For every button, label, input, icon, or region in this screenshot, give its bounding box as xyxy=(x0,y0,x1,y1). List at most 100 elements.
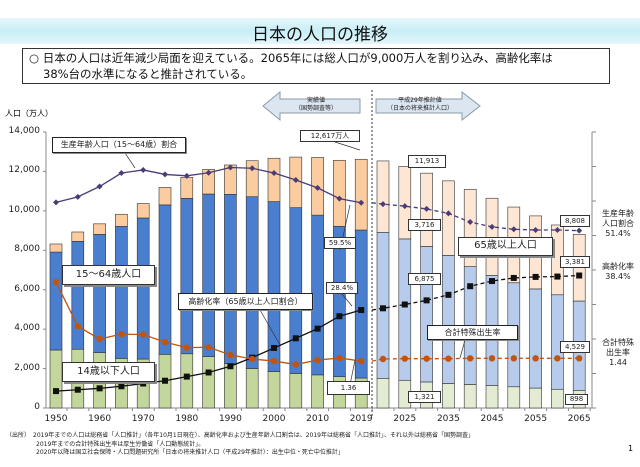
leader-line xyxy=(259,309,281,346)
marker-square-2019 xyxy=(358,307,365,314)
page-title: 日本の人口の推移 xyxy=(252,25,388,45)
y-tick-label: 10,000 xyxy=(8,204,41,215)
page-number: 1 xyxy=(628,444,634,453)
projection-sub-label: （日本の将来推計人口） xyxy=(386,105,453,112)
bar-old-2025 xyxy=(398,166,412,240)
marker-circle-2055 xyxy=(532,355,539,362)
x-tick-label: 1980 xyxy=(175,414,199,424)
projection-label: 平成29年推計値 xyxy=(398,97,442,104)
marker-square-1970 xyxy=(140,380,147,387)
marker-diamond-2050 xyxy=(510,226,517,233)
bar-working-1950 xyxy=(49,251,63,351)
x-tick-label: 2010 xyxy=(306,414,330,424)
marker-circle-1995 xyxy=(249,355,256,363)
marker-square-2055 xyxy=(532,273,539,280)
marker-diamond-1990 xyxy=(227,164,234,171)
marker-circle-2000 xyxy=(270,357,278,365)
working-ratio-2019: 59.5% xyxy=(324,237,356,249)
marker-diamond-2005 xyxy=(292,176,299,183)
footnote-line-3: 2020年以降は国立社会保障・人口問題研究所「日本の将来推計人口（平成29年推計… xyxy=(36,449,344,456)
footnote: （出所） 2019年までの人口は総務省「人口推計」（各年10月1日現在）、高齢化… xyxy=(6,432,474,458)
marker-diamond-2019 xyxy=(358,199,365,206)
marker-square-1955 xyxy=(74,386,81,393)
marker-circle-2030 xyxy=(423,355,430,362)
bar-working-1965 xyxy=(115,226,128,359)
bar-working-2019 xyxy=(354,229,368,379)
marker-diamond-2000 xyxy=(271,170,277,177)
bar-working-2010 xyxy=(311,214,324,376)
x-tick-label: 1970 xyxy=(131,414,155,424)
label-aging-rate: 高齢化率（65歳以上人口割合） xyxy=(178,293,313,310)
y-tick-label: 8,000 xyxy=(14,244,40,255)
bullet: ○ xyxy=(29,51,40,65)
marker-circle-2035 xyxy=(445,355,452,362)
label-old-pop: 65歳以上人口 xyxy=(458,237,553,256)
x-tick-label: 1950 xyxy=(44,414,68,424)
marker-diamond-2020 xyxy=(380,201,386,208)
bar-old-1965 xyxy=(115,213,128,227)
marker-circle-1980 xyxy=(183,344,190,351)
marker-square-2015 xyxy=(336,313,343,320)
marker-circle-2025 xyxy=(401,355,408,362)
marker-circle-2045 xyxy=(488,355,496,362)
marker-circle-1955 xyxy=(74,323,82,330)
bar-old-1980 xyxy=(180,177,194,199)
bar-old-2035 xyxy=(442,180,455,256)
x-tick-label: 2019 xyxy=(349,414,373,424)
marker-circle-2020 xyxy=(379,355,387,363)
title-bar: 日本の人口の推移 xyxy=(0,18,640,45)
working-2030: 6,875 xyxy=(408,273,441,285)
aging-2019: 28.4% xyxy=(326,282,358,294)
total-2065: 8,808 xyxy=(560,215,590,227)
bar-working-1995 xyxy=(245,196,259,369)
summary-line-2: 38%台の水準になると推計されている。 xyxy=(43,67,253,81)
marker-square-1965 xyxy=(118,383,125,390)
marker-diamond-2030 xyxy=(423,205,430,212)
bar-old-1950 xyxy=(49,243,63,253)
bar-working-2005 xyxy=(289,207,303,374)
marker-square-2060 xyxy=(554,273,561,280)
marker-square-2005 xyxy=(292,335,299,342)
marker-square-2040 xyxy=(467,283,474,290)
bar-old-2020 xyxy=(376,160,390,233)
label-tfr: 合計特殊出生率 xyxy=(427,325,518,340)
bar-old-1975 xyxy=(158,187,172,206)
young-2030: 1,321 xyxy=(408,391,441,403)
y-tick-label: 4,000 xyxy=(14,323,40,334)
right-arrow-projection xyxy=(375,90,481,122)
marker-circle-2005 xyxy=(292,361,299,368)
tfr-2019: 1.36 xyxy=(327,381,370,395)
marker-diamond-1975 xyxy=(162,171,168,178)
bar-working-1980 xyxy=(180,198,194,355)
leader-line xyxy=(459,339,466,359)
actual-arrow-label: 実績値 （国勢調査等） xyxy=(280,97,352,113)
footnote-line-2: 2019年までの合計特殊出生率は厚生労働省「人口動態統計」。 xyxy=(36,440,205,448)
x-tick-label: 2000 xyxy=(262,414,286,424)
y-tick-label: 0 xyxy=(34,402,40,412)
bar-working-2035 xyxy=(442,255,455,384)
y-tick-label: 6,000 xyxy=(14,283,40,294)
x-tick-label: 1990 xyxy=(218,414,242,424)
bar-old-1985 xyxy=(202,169,215,195)
leader-line xyxy=(334,141,361,151)
marker-square-1950 xyxy=(53,388,59,395)
bar-young-1980 xyxy=(180,353,194,409)
summary-line-1: 日本の人口は近年減少局面を迎えている。2065年には総人口が9,000万人を割り… xyxy=(42,51,553,65)
marker-diamond-2060 xyxy=(554,226,561,233)
x-tick-label: 2035 xyxy=(436,414,460,424)
bar-old-2000 xyxy=(267,157,281,202)
bar-young-2050 xyxy=(507,386,521,409)
marker-diamond-1995 xyxy=(249,165,256,172)
marker-circle-2019 xyxy=(358,357,365,365)
marker-square-2050 xyxy=(510,274,517,281)
marker-diamond-2015 xyxy=(336,195,343,202)
marker-diamond-1955 xyxy=(74,193,81,200)
marker-circle-1985 xyxy=(205,344,212,351)
bar-young-1990 xyxy=(224,363,237,409)
bar-old-1970 xyxy=(136,203,150,219)
total-2030: 11,913 xyxy=(408,155,446,168)
marker-square-2025 xyxy=(401,301,408,308)
marker-square-1960 xyxy=(96,385,103,392)
